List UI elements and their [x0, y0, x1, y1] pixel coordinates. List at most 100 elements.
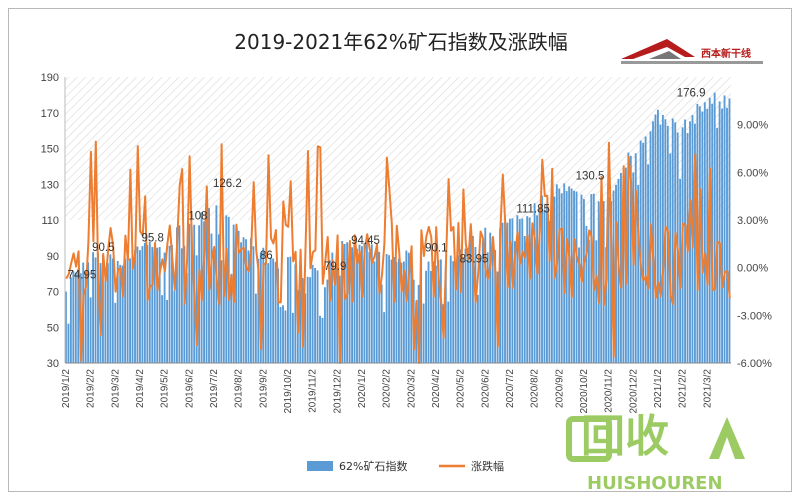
index-bar: [654, 114, 657, 363]
index-bar: [306, 276, 309, 363]
index-bar: [69, 277, 72, 363]
index-bar: [526, 216, 529, 363]
data-label: 79.9: [324, 261, 346, 273]
index-bar: [462, 257, 464, 363]
index-bar: [721, 108, 723, 363]
watermark-sub-text: HUISHOUREN: [587, 473, 723, 493]
index-bar: [378, 251, 381, 363]
x-tick-label: 2019/4/2: [135, 369, 146, 408]
index-bar: [368, 252, 371, 363]
index-bar: [282, 305, 284, 363]
index-bar: [437, 260, 440, 363]
watermark-square-icon: [566, 416, 612, 462]
y2-tick-label: -3.00%: [737, 310, 772, 322]
index-bar: [728, 98, 731, 364]
legend-label-change: 涨跌幅: [471, 459, 504, 473]
index-bar: [523, 235, 526, 363]
index-bar: [331, 252, 334, 363]
index-bar: [126, 246, 129, 363]
index-bar: [185, 272, 188, 363]
change-line: [65, 140, 731, 364]
index-bar: [405, 250, 408, 363]
x-tick-label: 2019/11/2: [308, 369, 319, 413]
index-bar: [173, 290, 176, 363]
index-bar: [622, 192, 625, 363]
index-bar: [259, 252, 262, 363]
index-bar: [134, 250, 136, 363]
y-tick-label: 110: [41, 215, 59, 227]
index-bar: [190, 226, 193, 363]
index-bar: [109, 254, 112, 363]
index-bar: [176, 227, 178, 363]
index-bar: [237, 230, 240, 363]
index-bar: [319, 315, 321, 363]
index-bar: [235, 239, 238, 363]
index-bar: [558, 188, 561, 363]
x-tick-label: 2020/1/2: [357, 369, 368, 408]
index-bar: [92, 252, 94, 363]
data-label: 126.2: [213, 178, 242, 190]
index-bar: [499, 228, 501, 363]
x-tick-label: 2019/3/2: [110, 369, 121, 408]
x-tick-label: 2020/3/2: [406, 369, 417, 408]
index-bar: [489, 232, 492, 363]
index-bar: [422, 303, 425, 363]
index-bar: [627, 152, 630, 363]
x-tick-label: 2019/6/2: [184, 369, 195, 408]
index-bar: [380, 284, 383, 363]
index-bar: [210, 233, 213, 363]
index-bar: [291, 312, 294, 363]
index-bar: [491, 237, 494, 363]
x-tick-label: 2020/11/2: [604, 369, 615, 413]
index-bar: [553, 196, 556, 363]
logo-underline: [621, 61, 763, 64]
index-bar: [402, 261, 405, 363]
index-bar: [72, 271, 75, 363]
index-bar: [435, 265, 437, 363]
index-bar: [560, 193, 563, 363]
index-bar: [661, 114, 664, 364]
index-bar: [573, 190, 575, 363]
index-bar: [346, 242, 349, 363]
index-bar: [141, 246, 144, 363]
index-bar: [129, 258, 131, 363]
index-bar: [311, 264, 314, 363]
index-bar: [89, 297, 92, 363]
index-bar: [395, 261, 398, 363]
index-bar: [267, 263, 270, 363]
chart-title: 2019-2021年62%矿石指数及涨跌幅: [234, 30, 567, 54]
index-bar: [363, 242, 366, 363]
index-bar: [481, 240, 484, 363]
y2-tick-label: 9.00%: [737, 120, 768, 132]
index-bar: [444, 265, 447, 363]
index-bar: [274, 261, 277, 363]
x-tick-label: 2021/3/2: [702, 369, 713, 408]
index-bar: [669, 153, 672, 363]
index-bar: [250, 238, 252, 363]
y-tick-label: 130: [41, 179, 59, 191]
index-bar: [111, 258, 114, 363]
index-bar: [578, 247, 580, 363]
data-label: 94.45: [351, 235, 380, 247]
index-bar: [587, 239, 590, 363]
index-bar: [415, 302, 418, 363]
index-bar: [348, 243, 351, 363]
index-bar: [361, 246, 363, 363]
index-bar: [358, 244, 361, 363]
index-bar: [659, 124, 662, 363]
index-bar: [87, 262, 90, 363]
index-bar: [479, 258, 482, 363]
index-bar: [400, 262, 403, 363]
index-bar: [390, 259, 393, 363]
index-bar: [277, 268, 279, 363]
index-bar: [642, 142, 645, 363]
legend-swatch-index: [307, 461, 333, 471]
index-bar: [324, 287, 326, 363]
index-bar: [521, 218, 524, 363]
index-bar: [541, 195, 543, 363]
brand-logo: 西本新干线: [621, 39, 763, 64]
index-bar: [543, 209, 546, 363]
watermark-main-text: 回收: [581, 411, 669, 462]
index-bar: [143, 242, 146, 363]
index-bar: [299, 289, 302, 363]
